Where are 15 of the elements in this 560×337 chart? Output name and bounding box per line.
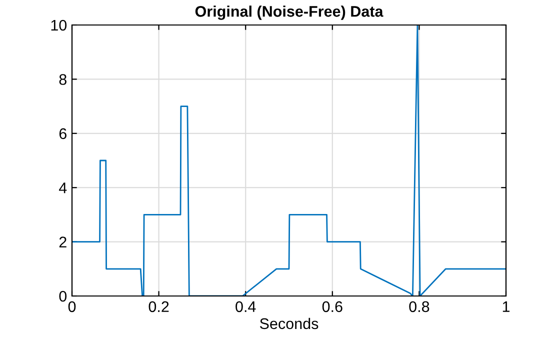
line-series	[72, 25, 506, 296]
x-tick-label: 0.8	[409, 301, 430, 312]
x-tick-label: 0.2	[148, 301, 169, 312]
y-tick-label: 4	[58, 182, 67, 194]
x-tick-label: 1	[502, 301, 510, 312]
y-tick-label: 2	[59, 236, 66, 248]
y-tick-label: 10	[51, 20, 67, 31]
chart-title: Original (Noise-Free) Data	[195, 6, 384, 20]
y-tick-label: 6	[59, 128, 66, 140]
x-axis-title: Seconds	[260, 318, 318, 330]
x-tick-label: 0	[68, 301, 76, 312]
y-tick-label: 0	[59, 290, 67, 302]
x-tick-label: 0.4	[236, 301, 256, 312]
y-tick-label: 8	[59, 74, 66, 85]
x-tick-label: 0.6	[322, 301, 342, 312]
